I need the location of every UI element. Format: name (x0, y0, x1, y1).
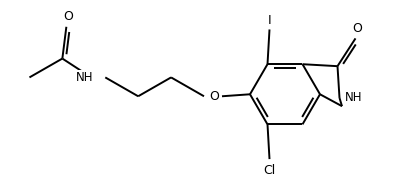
Text: NH: NH (76, 71, 93, 84)
Text: Cl: Cl (263, 164, 276, 177)
Text: NH: NH (345, 91, 362, 104)
Text: O: O (209, 90, 219, 103)
Text: O: O (353, 22, 362, 35)
Text: I: I (268, 14, 271, 27)
Text: O: O (63, 10, 73, 23)
